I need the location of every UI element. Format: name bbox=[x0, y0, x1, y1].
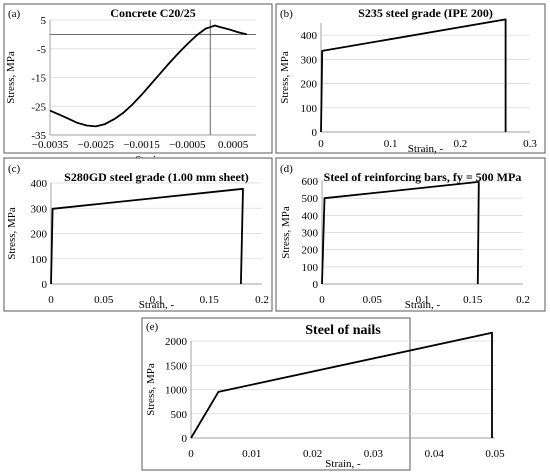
stress-strain-curve bbox=[320, 18, 507, 133]
stress-strain-curve bbox=[190, 331, 493, 439]
chart-panel-2: 0 100 200 300 400 0 0.1 0.2 0.3 S235 steel grade … bbox=[275, 3, 546, 155]
x-tick-label: 0.05 bbox=[363, 294, 383, 306]
y-tick-label: 500 bbox=[171, 409, 188, 421]
y-tick-label: 300 bbox=[31, 203, 48, 215]
x-tick-label: 0.2 bbox=[516, 294, 530, 306]
chart-title: Concrete C20/25 bbox=[110, 6, 195, 20]
y-tick-label: 1000 bbox=[165, 385, 188, 397]
y-tick-label: 1500 bbox=[165, 360, 188, 372]
x-tick-label: 0.05 bbox=[94, 294, 114, 306]
y-tick-label: 200 bbox=[302, 245, 319, 257]
y-axis-label: Stress, MPa bbox=[279, 51, 291, 104]
y-tick-label: -25 bbox=[31, 101, 46, 113]
y-axis-label: Stress, MPa bbox=[6, 207, 18, 260]
chart-panel-5: 0 500 1000 1500 2000 0 0.01 0.02 0.03 0.04 0.05 Ste… bbox=[141, 317, 505, 471]
x-tick-label: 0.05 bbox=[485, 448, 505, 460]
x-axis-label: Strain, - bbox=[405, 299, 441, 311]
x-tick-label: 0.1 bbox=[416, 294, 430, 306]
x-tick-label: 0.15 bbox=[463, 294, 483, 306]
x-tick-label: −0.0025 bbox=[78, 139, 115, 151]
panel-label: (e) bbox=[146, 321, 159, 333]
y-tick-label: 100 bbox=[31, 254, 48, 266]
panel-label: (b) bbox=[280, 8, 293, 20]
x-tick-label: 0 bbox=[318, 138, 324, 150]
x-tick-label: 0.04 bbox=[425, 448, 445, 460]
x-tick-label: 0 bbox=[319, 294, 325, 306]
y-tick-label: 400 bbox=[302, 210, 319, 222]
x-tick-label: 0.1 bbox=[150, 294, 164, 306]
chart-panel-3: 0 100 200 300 400 0 0.05 0.1 0.15 0.2 S280GD steel… bbox=[3, 157, 273, 312]
y-tick-label: 400 bbox=[31, 178, 48, 190]
x-tick-label: 0.15 bbox=[200, 294, 220, 306]
stress-strain-curve bbox=[321, 180, 480, 285]
x-tick-label: −0.0035 bbox=[32, 139, 69, 151]
y-tick-label: 300 bbox=[301, 54, 318, 66]
chart-title: S280GD steel grade (1.00 mm sheet) bbox=[64, 170, 249, 184]
panel-label: (d) bbox=[280, 163, 293, 175]
panel-frame bbox=[141, 317, 411, 471]
x-tick-label: 0 bbox=[188, 448, 194, 460]
y-tick-label: 100 bbox=[301, 103, 318, 115]
chart-panel-1: 5 -5 -15 -25 -35−0.0035 −0.0025 −0.0015 −0.0005… bbox=[3, 3, 273, 166]
chart-panel-4: 0 100 200 300 400 500 600 0 0.05 0.1 0.15 0.2 Steel … bbox=[275, 157, 546, 312]
x-axis-label: Strain, - bbox=[325, 458, 361, 470]
stress-strain-curve bbox=[49, 24, 248, 128]
chart-title: Steel of nails bbox=[305, 323, 381, 338]
y-tick-label: 5 bbox=[41, 15, 47, 27]
y-tick-label: 200 bbox=[31, 229, 48, 241]
y-tick-label: 2000 bbox=[165, 336, 188, 348]
x-tick-label: −0.0015 bbox=[123, 139, 160, 151]
panel-label: (c) bbox=[8, 163, 21, 175]
x-tick-label: 0.1 bbox=[384, 138, 398, 150]
y-axis-label: Stress, MPa bbox=[280, 206, 292, 259]
y-axis-label: Stress, MPa bbox=[5, 51, 17, 104]
x-axis-label: Strain, - bbox=[139, 299, 175, 311]
x-tick-label: −0.0005 bbox=[169, 139, 206, 151]
x-tick-label: 0.0005 bbox=[218, 139, 249, 151]
y-tick-label: 200 bbox=[301, 79, 318, 91]
y-tick-label: -15 bbox=[31, 73, 46, 85]
panel-label: (a) bbox=[8, 8, 21, 20]
y-tick-label: 0 bbox=[313, 279, 319, 291]
stress-strain-curve bbox=[50, 187, 244, 285]
x-tick-label: 0.02 bbox=[303, 448, 322, 460]
x-axis-label: Strain, - bbox=[408, 143, 444, 155]
y-tick-label: 400 bbox=[301, 30, 318, 42]
panel-frame bbox=[275, 157, 546, 312]
x-tick-label: 0.01 bbox=[242, 448, 261, 460]
x-tick-label: 0.2 bbox=[453, 138, 467, 150]
x-tick-label: 0 bbox=[48, 294, 54, 306]
y-tick-label: -35 bbox=[31, 130, 46, 142]
y-tick-label: 0 bbox=[42, 279, 48, 291]
y-tick-label: 0 bbox=[312, 127, 318, 139]
x-tick-label: 0.3 bbox=[523, 138, 537, 150]
y-tick-label: 0 bbox=[182, 433, 188, 445]
panel-frame bbox=[3, 157, 273, 312]
chart-title: Steel of reinforcing bars, fy = 500 MPa bbox=[324, 170, 522, 184]
y-tick-label: 600 bbox=[302, 176, 319, 188]
chart-title: S235 steel grade (IPE 200) bbox=[358, 6, 493, 20]
y-tick-label: -5 bbox=[37, 44, 47, 56]
x-tick-label: 0.03 bbox=[364, 448, 384, 460]
y-tick-label: 500 bbox=[302, 193, 319, 205]
y-tick-label: 100 bbox=[302, 262, 319, 274]
y-axis-label: Stress, MPa bbox=[145, 363, 157, 416]
y-tick-label: 300 bbox=[302, 228, 319, 240]
x-tick-label: 0.2 bbox=[255, 294, 269, 306]
